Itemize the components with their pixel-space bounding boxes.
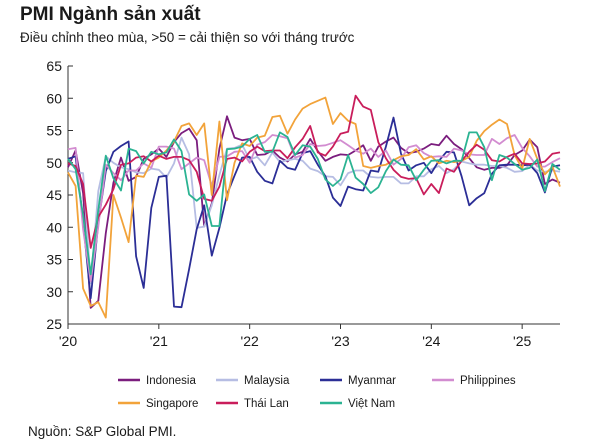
series-line-thái-lan [67,94,561,249]
y-tick-label: 50 [46,155,62,171]
chart-legend: Indonesia Malaysia Myanmar Philippines Singa… [118,375,516,410]
legend-label: Malaysia [244,375,290,387]
series-line-việt-nam [67,131,561,276]
y-tick-label: 35 [46,252,62,268]
y-tick-label: 45 [46,187,62,203]
legend-label: Indonesia [146,375,196,387]
y-tick-label: 65 [46,58,62,74]
series-line-myanmar [67,116,561,309]
x-tick-label: '25 [513,333,531,349]
legend-label: Thái Lan [244,398,289,410]
chart-subtitle: Điều chỉnh theo mùa, >50 = cải thiện so … [20,30,355,45]
series-line-philippines [67,134,561,283]
x-tick-label: '22 [241,333,259,349]
x-tick-label: '23 [331,333,349,349]
x-tick-label: '21 [150,333,168,349]
y-tick-label: 30 [46,284,62,300]
source-note: Nguồn: S&P Global PMI. [28,424,177,439]
x-tick-label: '24 [422,333,440,349]
legend-label: Singapore [146,398,198,410]
y-tick-label: 55 [46,123,62,139]
chart-title: PMI Ngành sản xuất [20,4,201,25]
series-line-malaysia [67,136,561,285]
x-tick-label: '20 [59,333,77,349]
legend-label: Myanmar [348,375,396,387]
legend-label: Philippines [460,375,516,387]
series-line-singapore [67,96,561,319]
y-tick-label: 60 [46,90,62,106]
chart-axes: 25 30 35 40 45 50 55 60 65 '20 '21 '22 '23 '24 '25 [46,58,560,349]
y-tick-label: 40 [46,219,62,235]
legend-label: Việt Nam [348,398,395,410]
chart-series [67,94,561,319]
y-tick-label: 25 [46,316,62,332]
